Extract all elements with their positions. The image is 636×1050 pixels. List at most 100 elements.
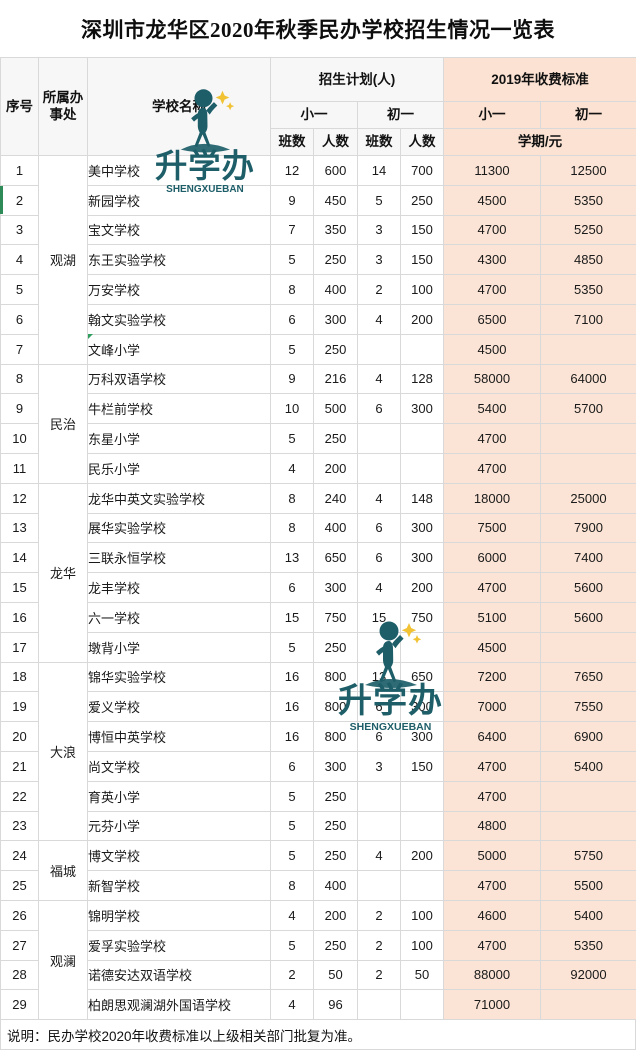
cell-primary-classes[interactable]: 16 — [271, 722, 314, 752]
cell-junior-students[interactable]: 200 — [401, 573, 444, 603]
cell-junior-students[interactable]: 150 — [401, 751, 444, 781]
cell-fee-junior[interactable]: 5400 — [541, 900, 636, 930]
cell-school-name[interactable]: 诺德安达双语学校 — [88, 960, 271, 990]
cell-school-name[interactable]: 博恒中英学校 — [88, 722, 271, 752]
cell-primary-students[interactable]: 750 — [314, 602, 358, 632]
cell-primary-classes[interactable]: 5 — [271, 632, 314, 662]
cell-primary-classes[interactable]: 5 — [271, 930, 314, 960]
cell-fee-junior[interactable]: 5600 — [541, 602, 636, 632]
cell-school-name[interactable]: 展华实验学校 — [88, 513, 271, 543]
cell-junior-students[interactable] — [401, 453, 444, 483]
cell-index[interactable]: 16 — [1, 602, 39, 632]
cell-junior-students[interactable] — [401, 871, 444, 901]
cell-junior-classes[interactable] — [358, 334, 401, 364]
cell-school-name[interactable]: 龙华中英文实验学校 — [88, 483, 271, 513]
cell-school-name[interactable]: 美中学校 — [88, 156, 271, 186]
cell-junior-classes[interactable]: 4 — [358, 304, 401, 334]
cell-school-name[interactable]: 万科双语学校 — [88, 364, 271, 394]
cell-fee-primary[interactable]: 7200 — [444, 662, 541, 692]
cell-junior-students[interactable]: 300 — [401, 692, 444, 722]
cell-school-name[interactable]: 龙丰学校 — [88, 573, 271, 603]
cell-fee-junior[interactable]: 7650 — [541, 662, 636, 692]
cell-school-name[interactable]: 博文学校 — [88, 841, 271, 871]
cell-junior-students[interactable] — [401, 781, 444, 811]
cell-junior-students[interactable]: 200 — [401, 304, 444, 334]
cell-district[interactable]: 大浪 — [39, 662, 88, 841]
cell-primary-classes[interactable]: 5 — [271, 781, 314, 811]
cell-primary-students[interactable]: 800 — [314, 662, 358, 692]
cell-fee-primary[interactable]: 4800 — [444, 811, 541, 841]
cell-fee-junior[interactable] — [541, 811, 636, 841]
cell-primary-classes[interactable]: 6 — [271, 304, 314, 334]
cell-junior-classes[interactable]: 2 — [358, 275, 401, 305]
cell-junior-students[interactable] — [401, 424, 444, 454]
cell-index[interactable]: 8 — [1, 364, 39, 394]
cell-fee-primary[interactable]: 4500 — [444, 185, 541, 215]
cell-junior-classes[interactable]: 6 — [358, 513, 401, 543]
cell-primary-students[interactable]: 250 — [314, 781, 358, 811]
cell-fee-junior[interactable]: 5350 — [541, 930, 636, 960]
cell-primary-classes[interactable]: 9 — [271, 364, 314, 394]
cell-primary-students[interactable]: 240 — [314, 483, 358, 513]
cell-index[interactable]: 21 — [1, 751, 39, 781]
cell-primary-classes[interactable]: 4 — [271, 900, 314, 930]
cell-fee-primary[interactable]: 88000 — [444, 960, 541, 990]
cell-index[interactable]: 20 — [1, 722, 39, 752]
cell-fee-junior[interactable] — [541, 424, 636, 454]
cell-primary-students[interactable]: 96 — [314, 990, 358, 1020]
cell-junior-students[interactable]: 300 — [401, 722, 444, 752]
cell-index[interactable]: 12 — [1, 483, 39, 513]
cell-junior-classes[interactable]: 4 — [358, 364, 401, 394]
cell-index[interactable]: 18 — [1, 662, 39, 692]
cell-junior-students[interactable]: 50 — [401, 960, 444, 990]
cell-primary-classes[interactable]: 10 — [271, 394, 314, 424]
cell-primary-classes[interactable]: 16 — [271, 692, 314, 722]
cell-fee-junior[interactable]: 25000 — [541, 483, 636, 513]
cell-fee-primary[interactable]: 6500 — [444, 304, 541, 334]
cell-index[interactable]: 7 — [1, 334, 39, 364]
cell-fee-primary[interactable]: 11300 — [444, 156, 541, 186]
cell-primary-students[interactable]: 400 — [314, 275, 358, 305]
cell-fee-primary[interactable]: 18000 — [444, 483, 541, 513]
cell-fee-junior[interactable]: 7100 — [541, 304, 636, 334]
cell-fee-primary[interactable]: 4700 — [444, 424, 541, 454]
cell-primary-students[interactable]: 250 — [314, 841, 358, 871]
cell-primary-classes[interactable]: 4 — [271, 990, 314, 1020]
cell-fee-junior[interactable] — [541, 632, 636, 662]
cell-fee-primary[interactable]: 7000 — [444, 692, 541, 722]
cell-junior-classes[interactable]: 14 — [358, 156, 401, 186]
cell-school-name[interactable]: 育英小学 — [88, 781, 271, 811]
cell-fee-primary[interactable]: 5400 — [444, 394, 541, 424]
cell-fee-junior[interactable]: 92000 — [541, 960, 636, 990]
cell-fee-primary[interactable]: 4700 — [444, 751, 541, 781]
cell-index[interactable]: 2 — [1, 185, 39, 215]
cell-junior-students[interactable]: 250 — [401, 185, 444, 215]
cell-fee-primary[interactable]: 6400 — [444, 722, 541, 752]
cell-junior-classes[interactable] — [358, 781, 401, 811]
cell-junior-classes[interactable]: 3 — [358, 751, 401, 781]
cell-junior-students[interactable]: 300 — [401, 394, 444, 424]
cell-fee-junior[interactable]: 64000 — [541, 364, 636, 394]
cell-fee-junior[interactable]: 12500 — [541, 156, 636, 186]
cell-junior-classes[interactable] — [358, 453, 401, 483]
cell-district[interactable]: 龙华 — [39, 483, 88, 662]
cell-junior-classes[interactable]: 13 — [358, 662, 401, 692]
cell-school-name[interactable]: 东星小学 — [88, 424, 271, 454]
cell-fee-primary[interactable]: 5000 — [444, 841, 541, 871]
cell-fee-junior[interactable]: 7550 — [541, 692, 636, 722]
cell-primary-students[interactable]: 200 — [314, 900, 358, 930]
cell-fee-junior[interactable] — [541, 781, 636, 811]
cell-primary-students[interactable]: 250 — [314, 811, 358, 841]
cell-junior-students[interactable]: 100 — [401, 900, 444, 930]
cell-fee-junior[interactable]: 5500 — [541, 871, 636, 901]
cell-junior-students[interactable]: 300 — [401, 513, 444, 543]
cell-fee-primary[interactable]: 6000 — [444, 543, 541, 573]
